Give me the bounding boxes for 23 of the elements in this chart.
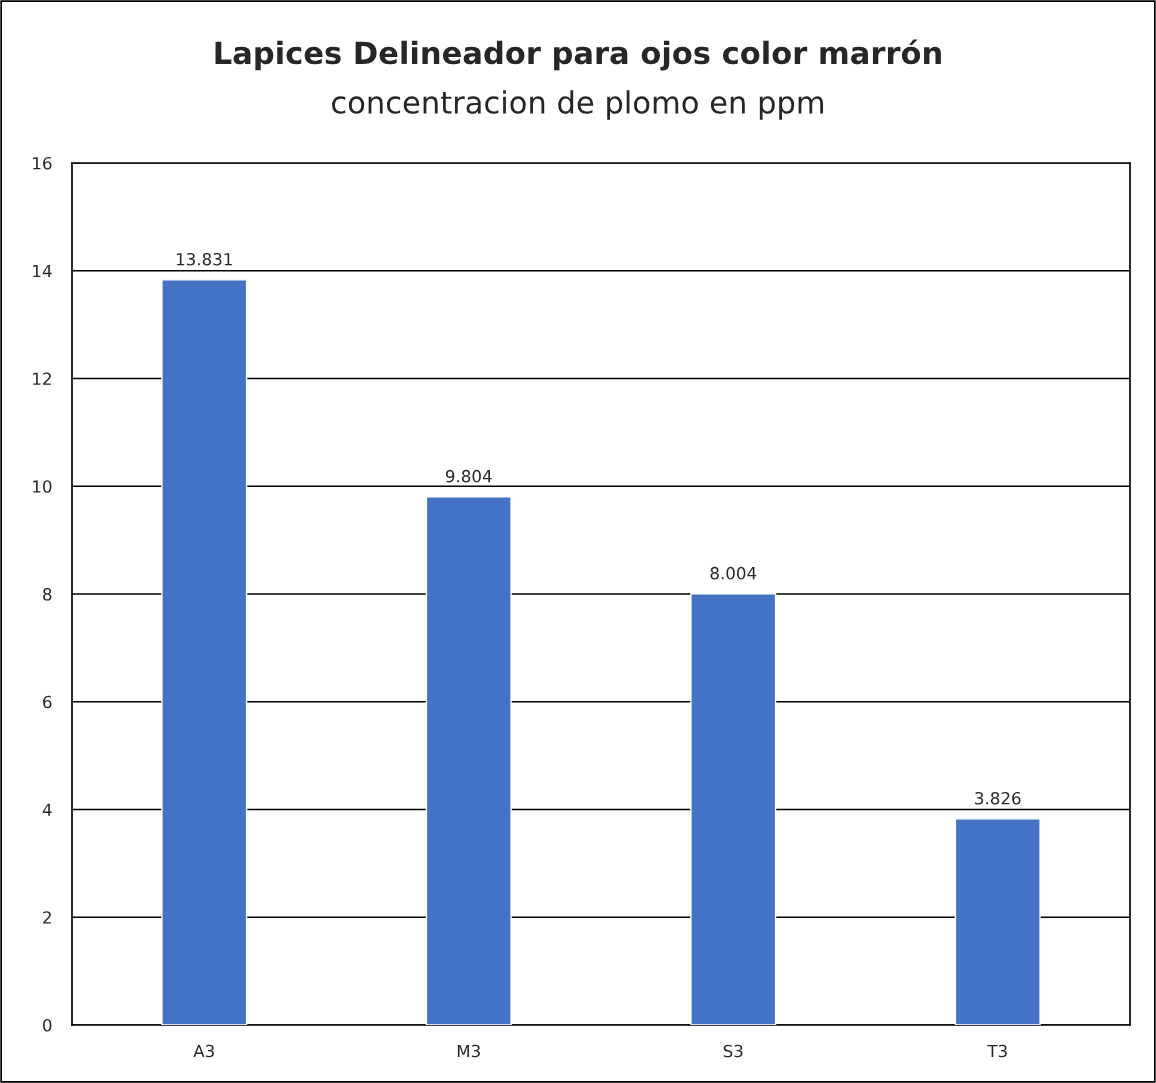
x-tick-label: M3 bbox=[457, 1044, 480, 1058]
chart-title: Lapices Delineador para ojos color marrón bbox=[215, 39, 941, 71]
y-tick-label: 14 bbox=[33, 264, 52, 278]
data-label: 3.826 bbox=[975, 791, 1021, 805]
bar bbox=[161, 279, 248, 1025]
data-label: 13.831 bbox=[176, 252, 232, 266]
y-tick-label: 12 bbox=[33, 372, 51, 385]
data-label: 9.804 bbox=[445, 469, 492, 483]
y-tick-label: 16 bbox=[33, 156, 52, 170]
y-tick-label: 2 bbox=[43, 911, 51, 924]
y-tick-label: 10 bbox=[33, 480, 52, 493]
x-tick-label: T3 bbox=[987, 1044, 1007, 1058]
bar bbox=[690, 593, 777, 1025]
x-tick-label: S3 bbox=[723, 1044, 743, 1058]
data-label: 8.004 bbox=[710, 566, 757, 580]
y-tick-label: 0 bbox=[43, 1018, 52, 1032]
chart-subtitle: concentracion de plomo en ppm bbox=[332, 90, 824, 120]
x-tick-label: A3 bbox=[193, 1044, 214, 1058]
y-tick-label: 4 bbox=[42, 803, 52, 816]
y-tick-label: 8 bbox=[43, 587, 52, 601]
bar bbox=[954, 818, 1041, 1025]
bar bbox=[425, 496, 512, 1025]
y-tick-label: 6 bbox=[43, 695, 52, 709]
